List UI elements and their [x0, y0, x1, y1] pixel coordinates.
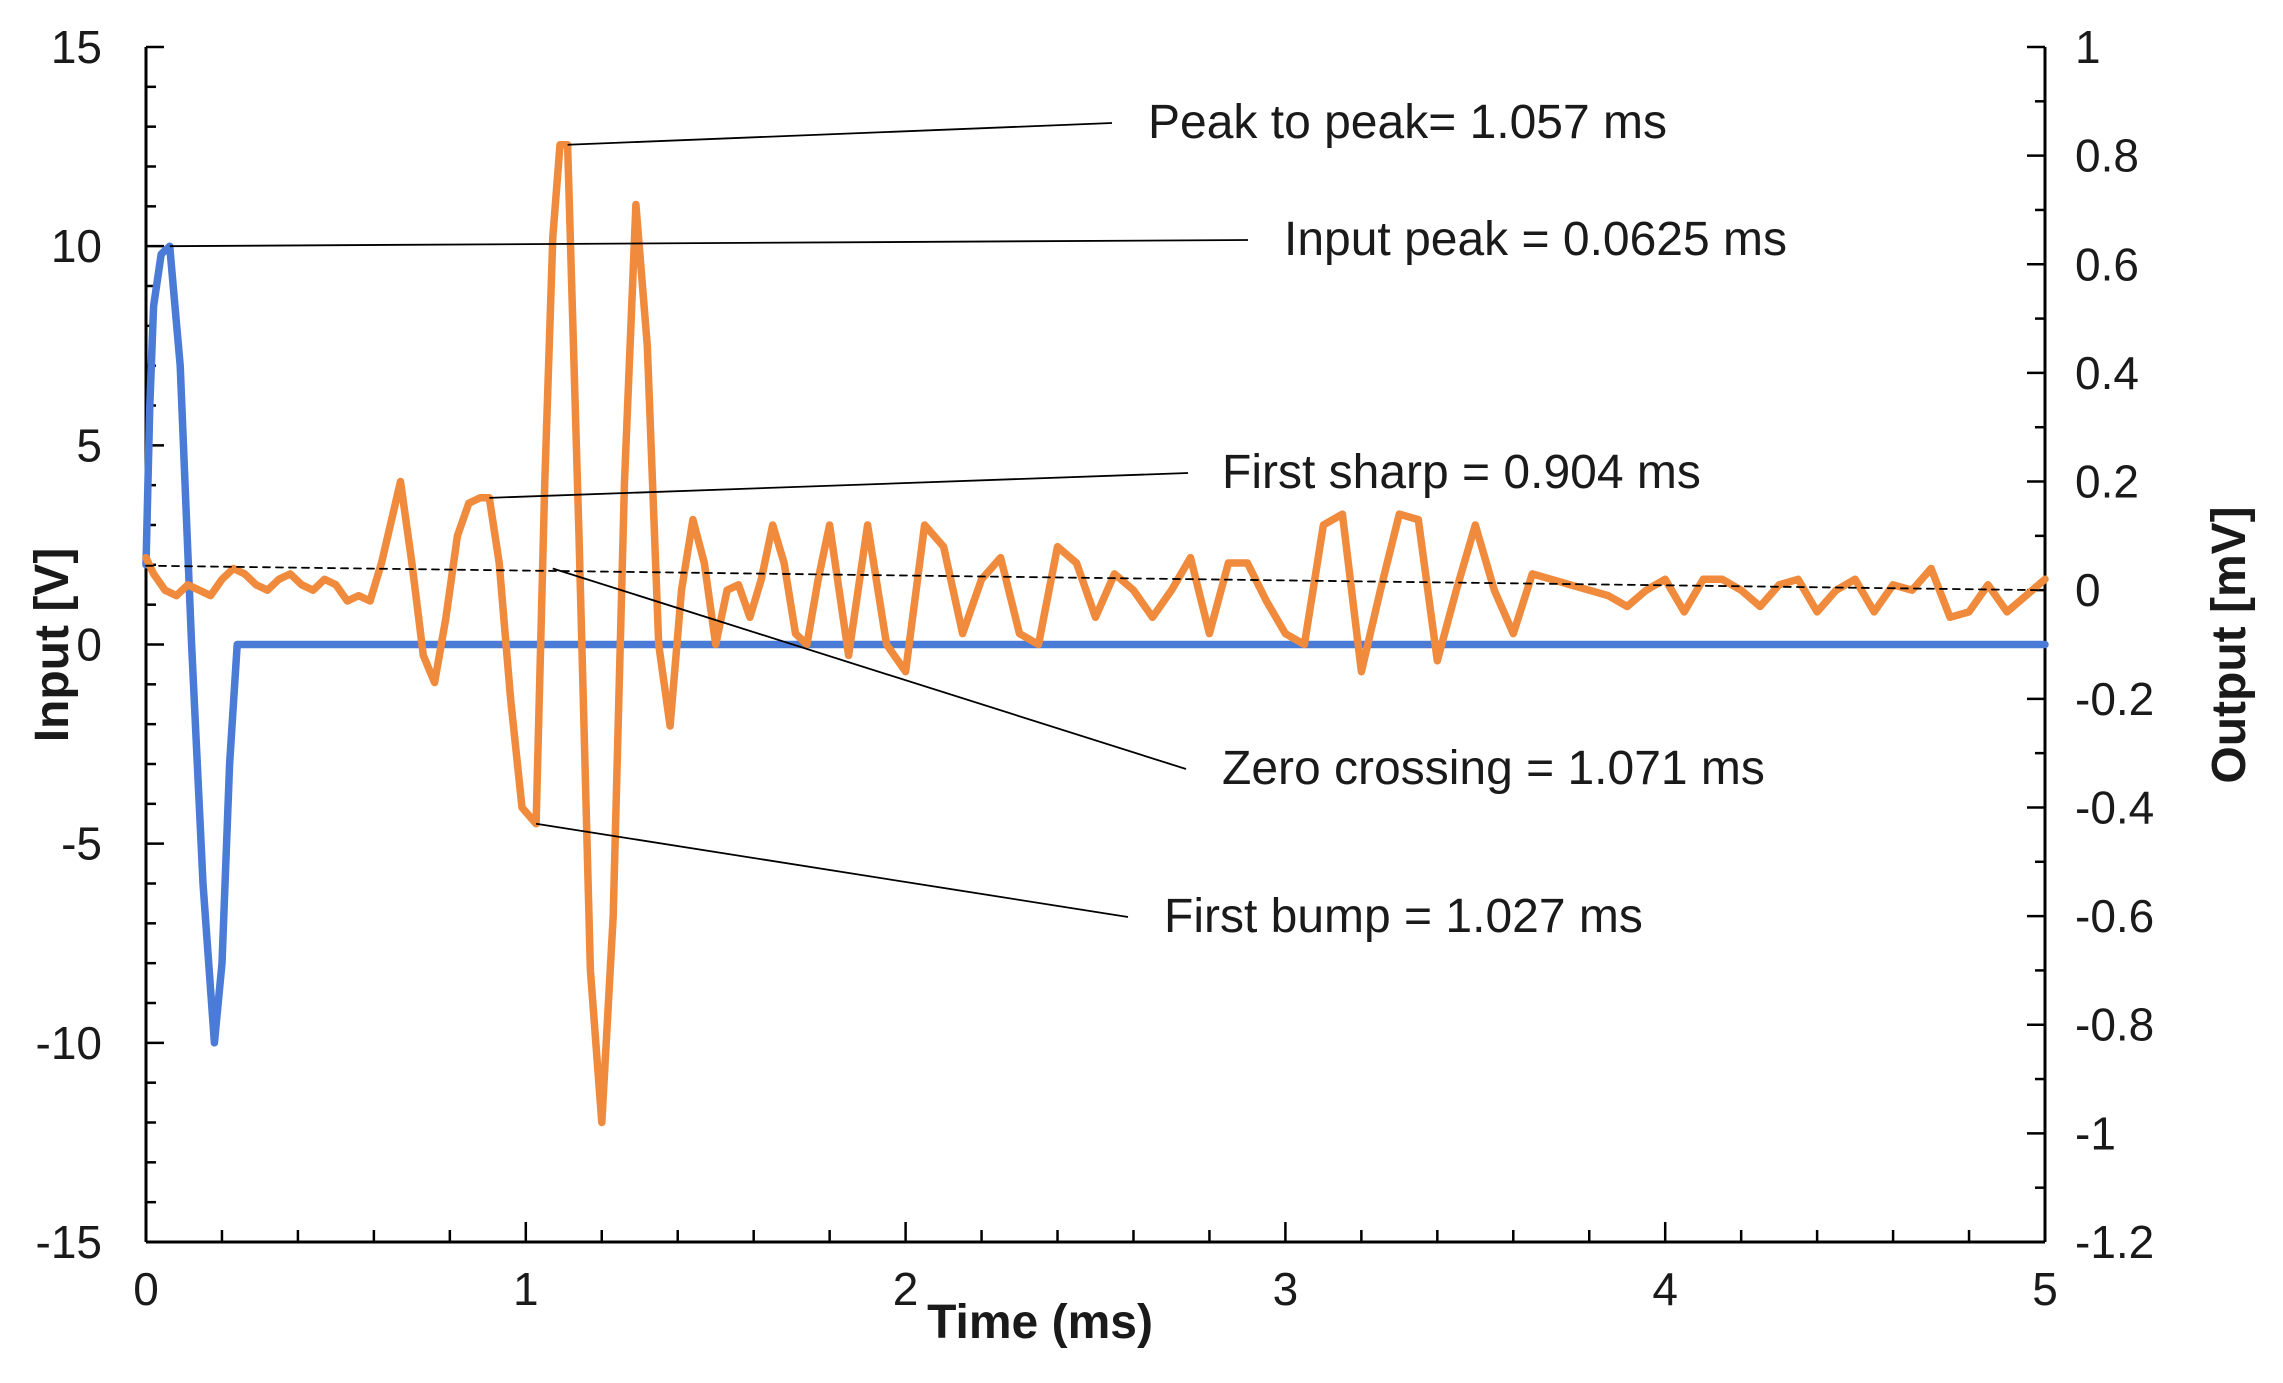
y-right-tick-label: 0.4 — [2075, 347, 2139, 399]
x-tick-label: 3 — [1273, 1263, 1299, 1315]
annotation-input-peak-leader — [169, 239, 1249, 248]
y-left-tick-label: -15 — [36, 1216, 102, 1268]
x-tick-label: 1 — [513, 1263, 539, 1315]
y-left-tick-label: 15 — [51, 21, 102, 73]
y-right-tick-label: -1.2 — [2075, 1216, 2154, 1268]
annotation-input-peak-label: Input peak = 0.0625 ms — [1284, 213, 1787, 266]
series-layer — [142, 141, 2049, 1127]
annotation-first-bump-leader — [535, 822, 1129, 918]
y-left-tick-label: 5 — [76, 419, 102, 471]
annotation-peak-to-peak-leader — [567, 122, 1113, 146]
y-left-axis-title: Input [V] — [26, 548, 79, 743]
x-tick-label: 5 — [2032, 1263, 2058, 1315]
annotation-peak-to-peak-label: Peak to peak= 1.057 ms — [1148, 96, 1667, 149]
annotation-zero-crossing-label: Zero crossing = 1.071 ms — [1222, 742, 1765, 795]
y-right-tick-label: -1 — [2075, 1107, 2116, 1159]
y-right-tick-label: 0 — [2075, 564, 2101, 616]
y-left-tick-label: 0 — [76, 619, 102, 671]
annotation-zero-crossing-leader — [552, 567, 1187, 770]
annotation-first-sharp-leader — [489, 472, 1189, 499]
x-tick-label: 4 — [1652, 1263, 1678, 1315]
y-right-tick-label: -0.6 — [2075, 890, 2154, 942]
y-right-tick-label: -0.8 — [2075, 999, 2154, 1051]
x-tick-label: 2 — [893, 1263, 919, 1315]
y-right-tick-label: 0.8 — [2075, 130, 2139, 182]
y-right-tick-label: -0.2 — [2075, 673, 2154, 725]
y-left-tick-label: 10 — [51, 220, 102, 272]
annotation-layer: Peak to peak= 1.057 ms Input peak = 0.062… — [169, 96, 1787, 943]
y-right-tick-label: -0.4 — [2075, 781, 2154, 833]
output-series-line — [142, 141, 2049, 1127]
annotation-first-sharp-label: First sharp = 0.904 ms — [1222, 446, 1701, 499]
y-right-tick-label: 0.2 — [2075, 456, 2139, 508]
y-right-axis-title: Output [mV] — [2203, 506, 2256, 783]
x-axis-title: Time (ms) — [927, 1296, 1153, 1349]
x-tick-label: 0 — [133, 1263, 159, 1315]
axes: 0 1 2 3 4 5 15 10 5 0 -5 -10 -15 1 0.8 0.6 0.4 0.2 0 -0.2 -0… — [26, 21, 2256, 1349]
output-trend-line — [145, 564, 2046, 592]
annotation-first-bump-label: First bump = 1.027 ms — [1164, 890, 1643, 943]
input-series-line — [142, 242, 2049, 1047]
y-right-tick-label: 0.6 — [2075, 238, 2139, 290]
y-right-tick-label: 1 — [2075, 21, 2101, 73]
y-left-tick-label: -5 — [61, 818, 102, 870]
y-left-tick-label: -10 — [36, 1017, 102, 1069]
